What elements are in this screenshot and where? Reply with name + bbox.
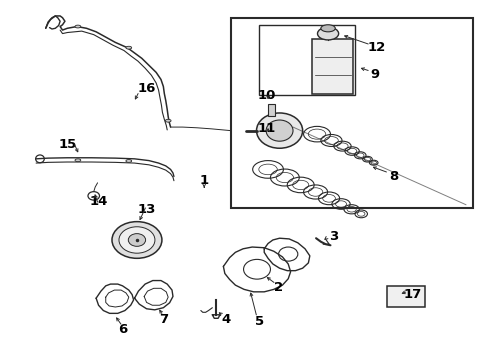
Ellipse shape bbox=[126, 159, 132, 162]
Bar bbox=[259, 25, 355, 95]
Ellipse shape bbox=[321, 25, 335, 32]
Bar bbox=[312, 39, 353, 94]
Text: 4: 4 bbox=[221, 313, 230, 326]
Text: 7: 7 bbox=[159, 313, 168, 326]
Ellipse shape bbox=[75, 25, 81, 28]
Ellipse shape bbox=[257, 113, 303, 148]
Text: 11: 11 bbox=[257, 122, 276, 135]
Text: 9: 9 bbox=[370, 68, 379, 81]
Circle shape bbox=[112, 222, 162, 258]
Text: 17: 17 bbox=[404, 288, 422, 301]
Text: 1: 1 bbox=[199, 174, 209, 186]
Text: 8: 8 bbox=[389, 170, 398, 183]
Text: 10: 10 bbox=[257, 89, 276, 102]
Bar bbox=[268, 104, 275, 117]
Ellipse shape bbox=[266, 120, 293, 141]
Circle shape bbox=[128, 234, 146, 246]
Text: 14: 14 bbox=[89, 195, 108, 208]
Text: 2: 2 bbox=[274, 281, 283, 294]
Ellipse shape bbox=[165, 119, 171, 122]
Text: 15: 15 bbox=[58, 138, 76, 151]
Text: 16: 16 bbox=[137, 82, 156, 95]
Ellipse shape bbox=[75, 159, 81, 162]
Bar bbox=[387, 286, 425, 307]
Text: 3: 3 bbox=[329, 230, 339, 243]
Text: 5: 5 bbox=[255, 315, 264, 328]
Ellipse shape bbox=[318, 27, 339, 40]
Circle shape bbox=[119, 227, 155, 253]
Text: 13: 13 bbox=[137, 203, 156, 216]
Text: 12: 12 bbox=[368, 41, 386, 54]
Ellipse shape bbox=[126, 46, 132, 49]
Text: 6: 6 bbox=[118, 323, 127, 337]
Bar bbox=[231, 18, 473, 208]
